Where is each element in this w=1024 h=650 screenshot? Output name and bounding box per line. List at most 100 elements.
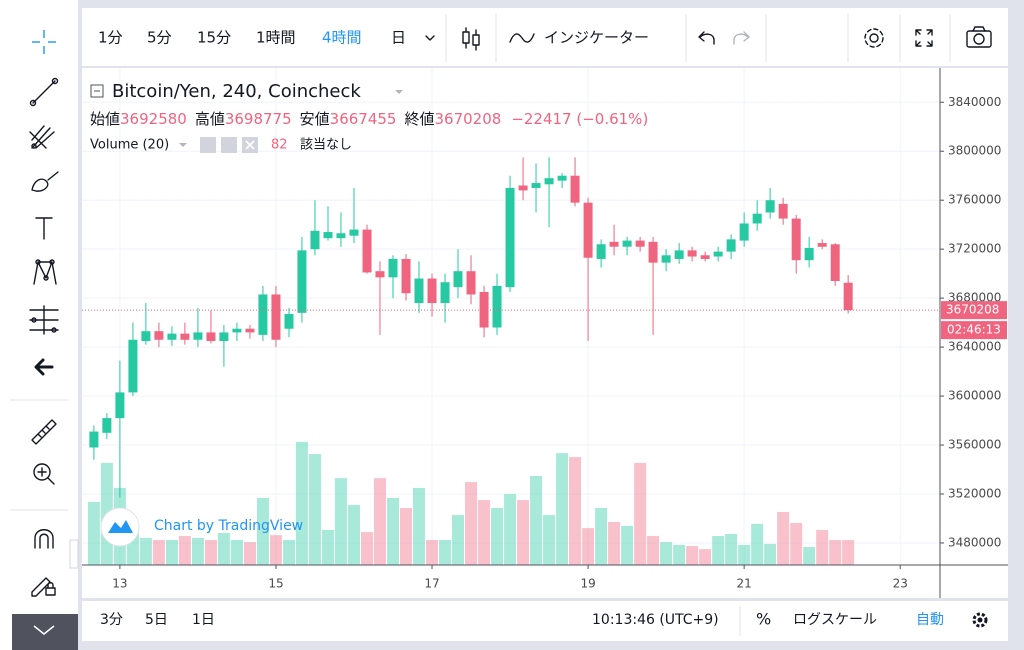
candle-body <box>154 331 164 340</box>
volume-bar <box>595 508 608 565</box>
high-label: 高値 <box>195 110 225 128</box>
range-button[interactable]: 3分 <box>100 612 123 628</box>
volume-dropdown[interactable] <box>179 143 187 147</box>
volume-bar <box>204 540 217 565</box>
pattern-tool[interactable] <box>33 259 57 285</box>
volume-bar <box>165 540 178 565</box>
candle-body <box>739 223 749 241</box>
y-tick-label: 3600000 <box>948 389 1001 403</box>
symbol-title: Bitcoin/Yen, 240, Coincheck <box>112 81 361 102</box>
collapse-legend[interactable] <box>90 84 104 98</box>
x-tick-label: 15 <box>268 577 283 591</box>
bottom-settings-button[interactable] <box>972 612 988 628</box>
interval[interactable]: 1時間 <box>256 29 296 47</box>
lock-draw-tool[interactable] <box>31 577 56 597</box>
range-button[interactable]: 5日 <box>145 612 168 628</box>
y-tick-label: 3840000 <box>948 95 1001 109</box>
y-tick-label: 3720000 <box>948 242 1001 256</box>
change-value: −22417 (−0.61%) <box>511 110 648 128</box>
log-scale-button[interactable]: ログスケール <box>793 612 877 628</box>
fib-tool[interactable] <box>29 305 59 335</box>
volume-bar <box>347 504 360 565</box>
plot <box>82 68 944 569</box>
candle-body <box>388 258 398 278</box>
volume-bar <box>230 540 243 565</box>
volume-bar <box>439 540 452 565</box>
x-tick-label: 23 <box>893 577 908 591</box>
y-tick-label: 3640000 <box>948 340 1001 354</box>
candle-body <box>128 339 138 393</box>
interval-group: 1分 5分 15分 1時間 4時間 日 <box>98 29 406 47</box>
interval[interactable]: 15分 <box>197 29 231 47</box>
hide-study[interactable] <box>200 137 216 153</box>
candle-body <box>258 294 268 335</box>
auto-scale-button[interactable]: 自動 <box>916 612 944 628</box>
indicators-button[interactable]: インジケーター <box>544 29 649 47</box>
redo-button[interactable] <box>733 31 750 45</box>
more-tools[interactable] <box>12 614 78 650</box>
candle-body <box>700 255 710 259</box>
volume-bar <box>412 487 425 565</box>
settings-button[interactable] <box>864 28 884 48</box>
candle-body <box>206 332 216 341</box>
y-tick-label: 3480000 <box>948 535 1001 549</box>
candle-body <box>674 250 684 259</box>
volume-bar <box>751 523 764 565</box>
symbol-dropdown[interactable] <box>395 90 403 94</box>
pitchfork-tool[interactable] <box>29 125 55 149</box>
interval-dropdown[interactable] <box>425 35 435 41</box>
trend-line-tool[interactable] <box>29 77 59 107</box>
study-settings[interactable] <box>221 137 237 153</box>
interval[interactable]: 日 <box>391 29 406 47</box>
y-tick-label: 3520000 <box>948 487 1001 501</box>
candle-body <box>583 202 593 258</box>
brush-tool[interactable] <box>31 171 59 192</box>
volume-bar <box>621 525 634 565</box>
open-label: 始値 <box>90 110 120 128</box>
range-button[interactable]: 1日 <box>192 612 215 628</box>
crosshair-tool[interactable] <box>32 30 56 54</box>
x-tick-label: 19 <box>580 577 595 591</box>
chart-type-button[interactable] <box>462 27 480 51</box>
candle-body <box>791 218 801 261</box>
low-value: 3667455 <box>330 110 397 128</box>
y-tick-label: 3760000 <box>948 193 1001 207</box>
magnet-tool[interactable] <box>34 529 54 549</box>
text-tool[interactable] <box>35 217 53 240</box>
volume-bar <box>452 515 465 565</box>
candle-body <box>375 271 385 278</box>
undo-button[interactable] <box>698 31 715 45</box>
candle-body <box>817 243 827 247</box>
collapse-handle[interactable] <box>69 539 79 569</box>
candle-body <box>518 185 528 191</box>
volume-bar <box>777 511 790 565</box>
volume-bar <box>243 542 256 565</box>
interval[interactable]: 1分 <box>98 29 123 47</box>
candle-body <box>622 240 632 247</box>
chart-pane <box>82 68 1008 598</box>
volume-bar <box>217 533 230 565</box>
ruler-tool[interactable] <box>31 419 57 445</box>
candle-body <box>284 314 294 329</box>
candle-body <box>297 250 307 313</box>
watermark-text: Chart by TradingView <box>154 518 303 534</box>
percent-button[interactable]: % <box>756 610 771 629</box>
volume-bar <box>478 500 491 565</box>
interval[interactable]: 5分 <box>147 29 172 47</box>
candle-body <box>830 244 840 281</box>
fullscreen-button[interactable] <box>915 29 933 47</box>
volume-title: Volume (20) <box>90 138 169 153</box>
candle-body <box>336 233 346 239</box>
candle-body <box>414 278 424 304</box>
volume-bar <box>686 546 699 565</box>
price-tag <box>941 301 1007 320</box>
snapshot-button[interactable] <box>966 26 992 48</box>
back-tool[interactable] <box>34 358 54 376</box>
zoom-tool[interactable] <box>33 463 55 485</box>
candle-body <box>427 278 437 304</box>
y-tick-label: 3800000 <box>948 144 1001 158</box>
interval[interactable]: 4時間 <box>322 29 362 47</box>
volume-value: 82 <box>271 138 288 153</box>
